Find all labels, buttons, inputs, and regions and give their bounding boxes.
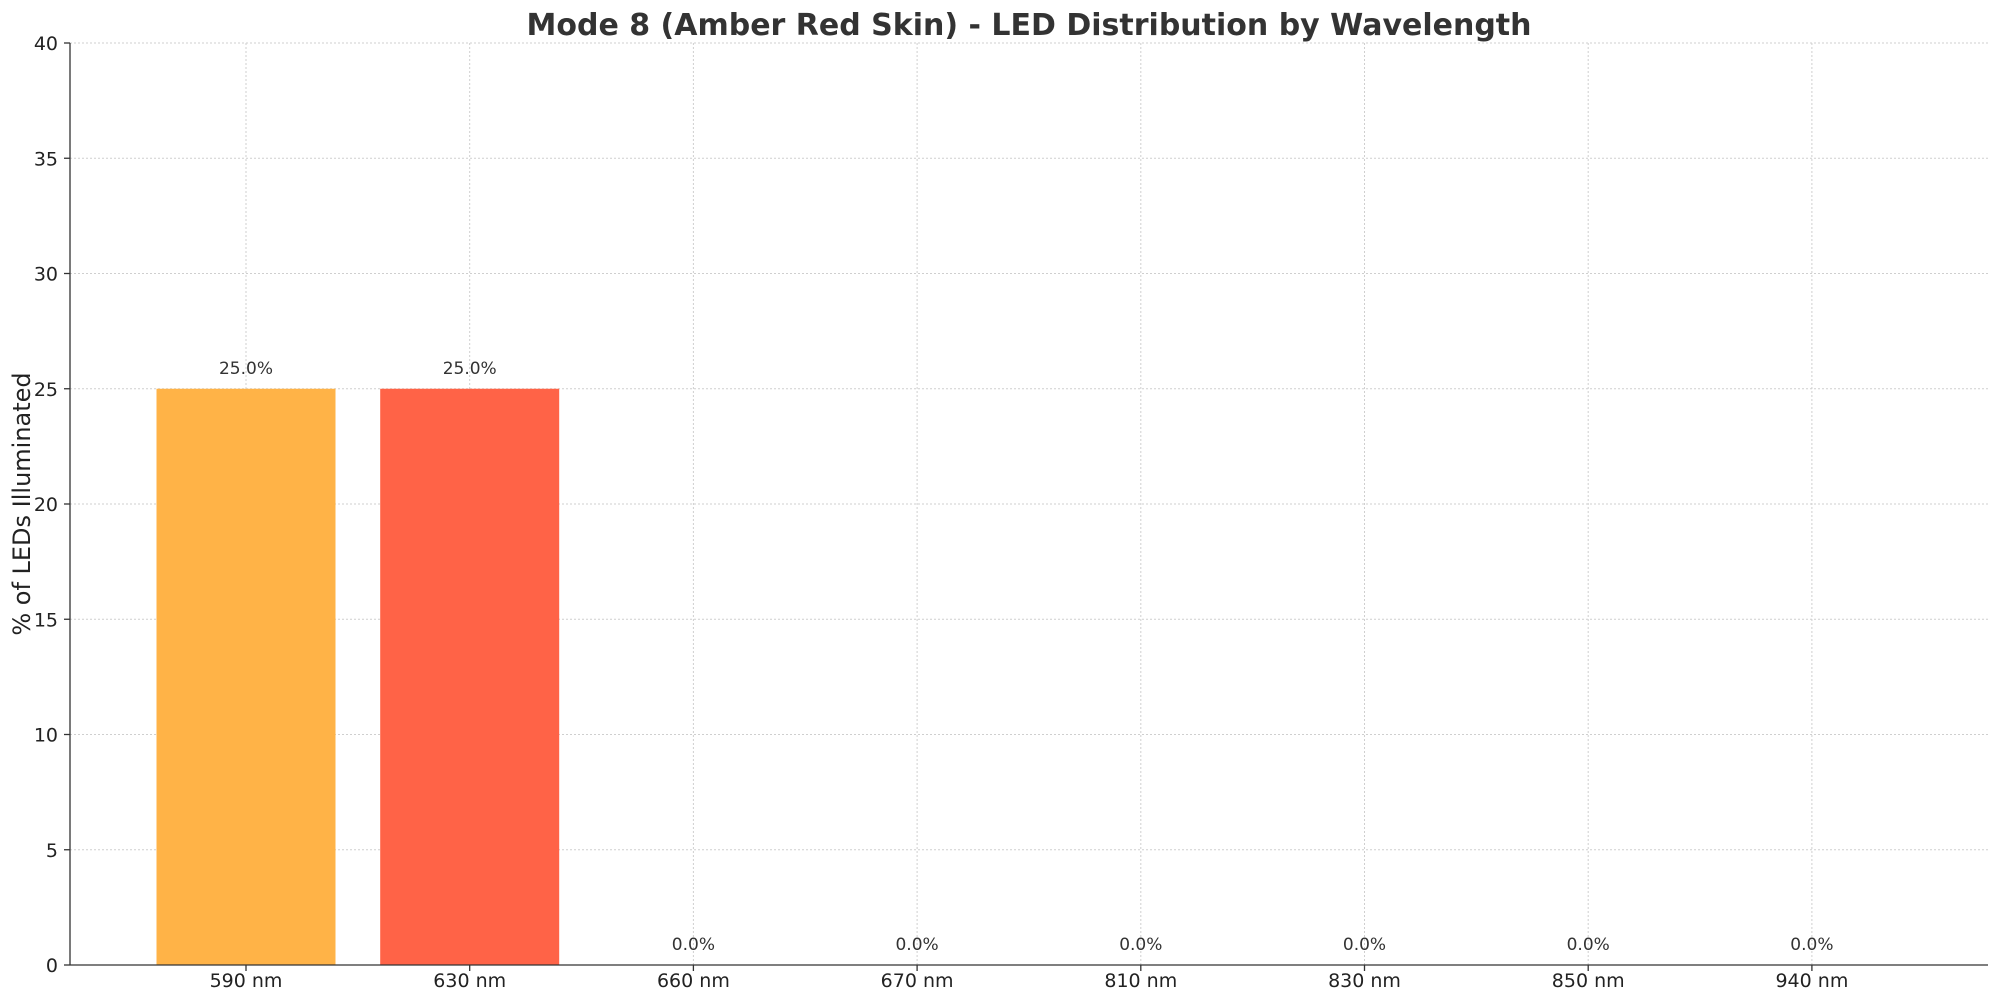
y-tick-label: 35 — [34, 148, 58, 170]
y-tick-label: 20 — [34, 494, 58, 516]
axes — [64, 42, 1988, 971]
data-labels: 25.0% 25.0% 0.0% 0.0% 0.0% 0.0% 0.0% 0.0% — [219, 359, 1834, 955]
chart-title: Mode 8 (Amber Red Skin) - LED Distributi… — [527, 8, 1532, 43]
data-label: 0.0% — [1790, 935, 1833, 955]
x-tick-label: 630 nm — [433, 970, 506, 992]
bars — [156, 388, 560, 965]
x-tick-label: 810 nm — [1104, 970, 1177, 992]
y-tick-label: 5 — [46, 840, 58, 862]
data-label: 0.0% — [1567, 935, 1610, 955]
x-tick-label: 670 nm — [881, 970, 954, 992]
tick-labels: 0 5 10 15 20 25 30 35 40 590 nm 630 nm 660 nm 670 nm… — [34, 33, 1849, 992]
y-tick-label: 40 — [34, 33, 58, 55]
data-label: 25.0% — [443, 359, 497, 379]
y-axis-label: % of LEDs Illuminated — [8, 372, 36, 635]
data-label: 0.0% — [895, 935, 938, 955]
bar — [156, 388, 336, 965]
x-tick-label: 590 nm — [210, 970, 283, 992]
y-tick-label: 10 — [34, 725, 58, 747]
x-tick-label: 660 nm — [657, 970, 730, 992]
x-tick-label: 940 nm — [1775, 970, 1848, 992]
data-label: 25.0% — [219, 359, 273, 379]
x-tick-label: 830 nm — [1328, 970, 1401, 992]
x-tick-label: 850 nm — [1552, 970, 1625, 992]
y-tick-label: 15 — [34, 609, 58, 631]
bar — [380, 388, 560, 965]
y-tick-label: 25 — [34, 379, 58, 401]
y-tick-label: 0 — [46, 955, 58, 977]
data-label: 0.0% — [672, 935, 715, 955]
y-tick-label: 30 — [34, 264, 58, 286]
data-label: 0.0% — [1343, 935, 1386, 955]
data-label: 0.0% — [1119, 935, 1162, 955]
